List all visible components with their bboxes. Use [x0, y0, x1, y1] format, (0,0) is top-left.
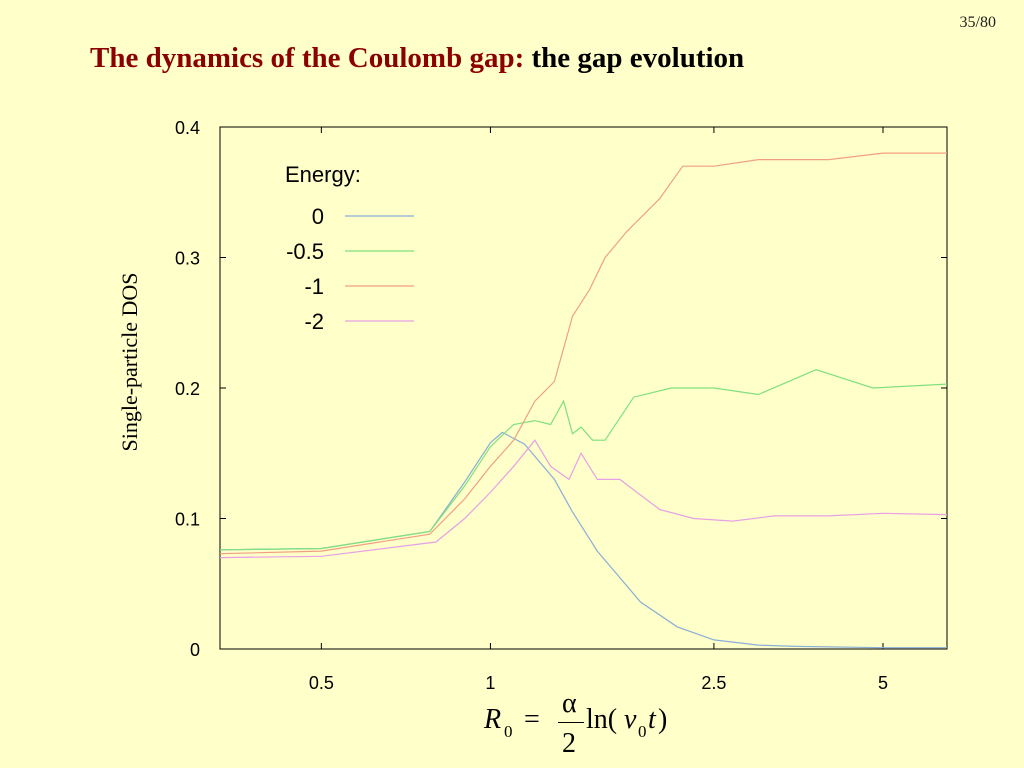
- x-tick-label: 5: [878, 673, 888, 693]
- series-line--1: [219, 152, 947, 555]
- formula-r-subscript: 0: [504, 722, 513, 741]
- axis-ticks: 0 0.1 0.2 0.3 0.4 0.5 1 2.5 5: [175, 118, 947, 693]
- formula-v-subscript: 0: [638, 722, 647, 741]
- slide-title: The dynamics of the Coulomb gap: the gap…: [90, 42, 744, 75]
- formula-t: t: [648, 704, 656, 735]
- x-axis-formula: R 0 = α 2 ln( v 0 t ): [480, 688, 690, 760]
- plot-border: [219, 126, 948, 650]
- y-tick-label: 0.4: [175, 118, 200, 138]
- legend-label: -0.5: [286, 239, 324, 264]
- formula-fraction-bar: [558, 722, 584, 723]
- series-lines: [219, 152, 948, 649]
- series-line-0: [219, 431, 947, 649]
- legend-label: 0: [312, 204, 324, 229]
- page-number: 35/80: [959, 14, 996, 31]
- formula-v: v: [624, 704, 637, 735]
- formula-close-paren: ): [658, 704, 668, 735]
- y-tick-label: 0.3: [175, 249, 200, 269]
- x-tick-label: 0.5: [309, 673, 334, 693]
- formula-equals: =: [524, 704, 540, 735]
- legend-label: -2: [304, 309, 324, 334]
- plot-frame: [219, 126, 948, 650]
- x-tick-label: 1: [485, 673, 495, 693]
- formula-ln: ln(: [586, 704, 618, 735]
- legend-title: Energy:: [285, 162, 361, 187]
- formula-r: R: [484, 704, 502, 735]
- title-main: The dynamics of the Coulomb gap:: [90, 42, 525, 74]
- title-sub: the gap evolution: [531, 42, 745, 74]
- x-tick-label: 2.5: [701, 673, 726, 693]
- y-tick-label: 0.2: [175, 379, 200, 399]
- series-line--0.5: [219, 369, 948, 551]
- y-tick-label: 0.1: [175, 510, 200, 530]
- formula-denominator: 2: [562, 728, 576, 759]
- series-line--2: [219, 439, 948, 559]
- legend-label: -1: [304, 274, 324, 299]
- y-tick-label: 0: [190, 640, 200, 660]
- legend: Energy: 0 -0.5 -1 -2: [285, 162, 414, 334]
- formula-numerator: α: [562, 688, 577, 719]
